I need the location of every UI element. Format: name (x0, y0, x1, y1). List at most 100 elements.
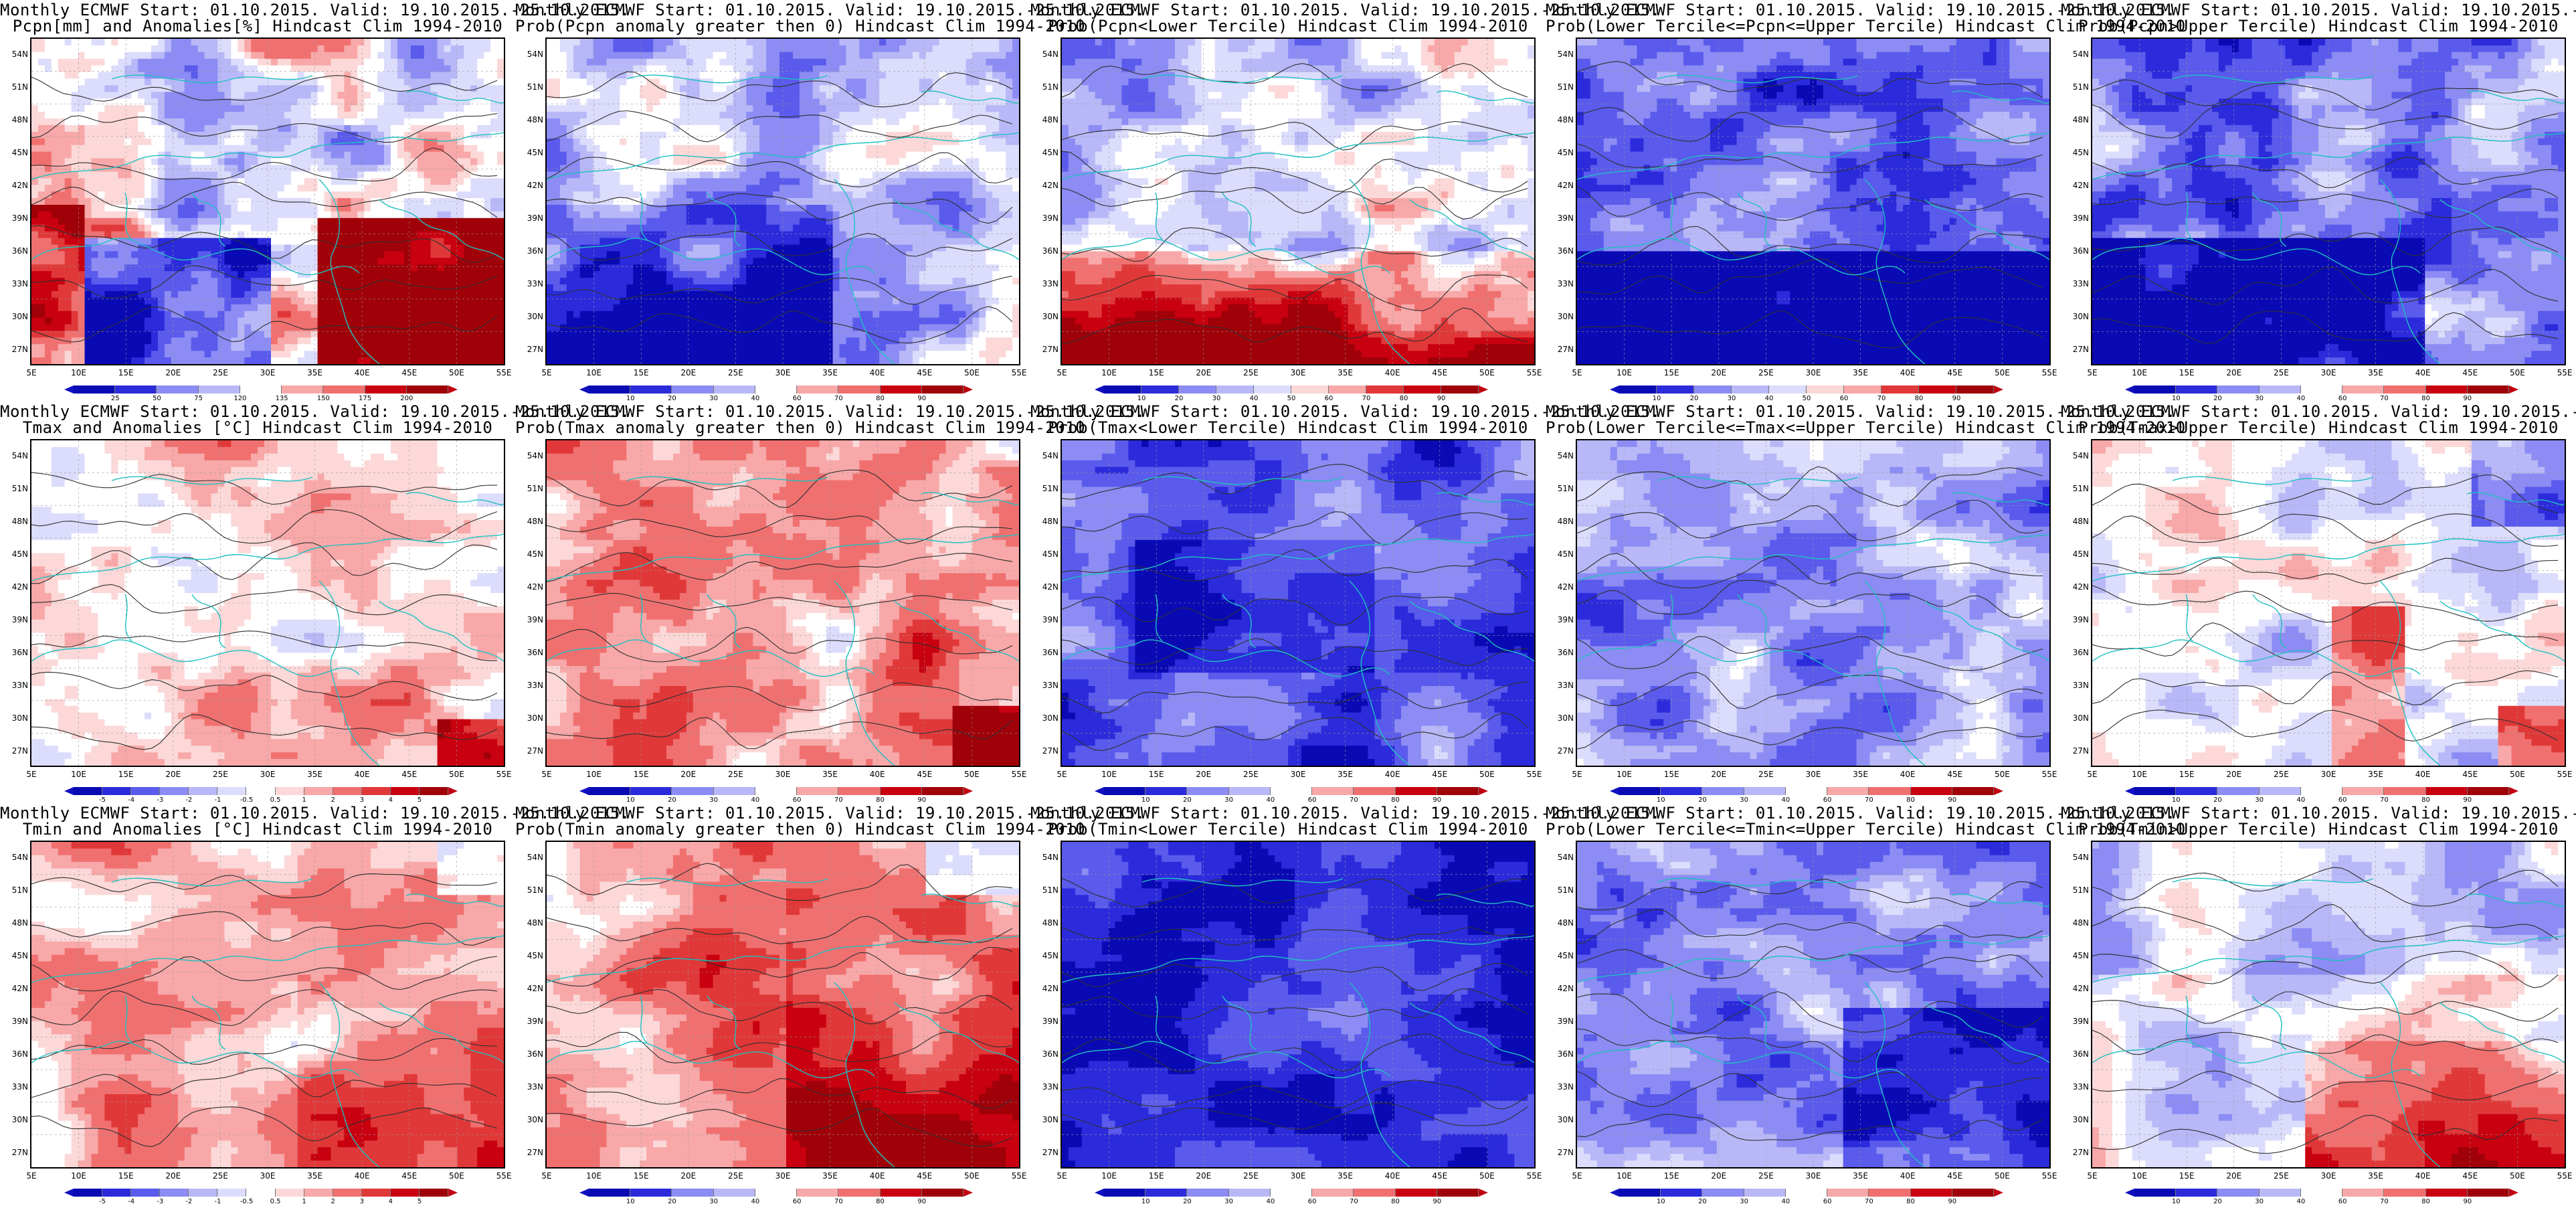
field-cell (633, 85, 640, 92)
field-cell (284, 344, 292, 351)
field-cell (431, 112, 438, 119)
field-cell (271, 325, 278, 332)
field-cell (65, 152, 72, 159)
field-cell (404, 225, 411, 232)
field-cell (111, 185, 118, 192)
field-cell (384, 171, 391, 179)
field-cell (337, 59, 345, 66)
field-cell (879, 59, 887, 66)
field-cell (231, 218, 238, 226)
field-cell (52, 171, 59, 179)
field-cell (52, 264, 59, 272)
field-cell (351, 191, 358, 199)
field-cell (607, 105, 614, 112)
field-cell (92, 225, 99, 232)
field-cell (497, 305, 504, 312)
field-cell (131, 311, 139, 319)
field-cell (298, 105, 305, 112)
field-cell (104, 185, 112, 192)
field-cell (573, 139, 581, 146)
field-cell (344, 59, 351, 66)
field-cell (377, 291, 385, 298)
field-cell (38, 125, 45, 133)
field-cell (211, 258, 219, 265)
field-cell (78, 271, 86, 278)
field-cell (377, 39, 385, 46)
field-cell (720, 52, 727, 60)
field-cell (304, 331, 312, 338)
field-cell (371, 165, 378, 172)
field-cell (939, 46, 947, 53)
field-cell (271, 331, 278, 338)
field-cell (318, 132, 325, 139)
field-cell (431, 198, 438, 205)
field-cell (431, 105, 438, 112)
field-cell (238, 59, 245, 66)
field-cell (766, 52, 773, 60)
field-cell (65, 291, 72, 298)
field-cell (131, 98, 139, 106)
field-cell (371, 171, 378, 179)
field-cell (278, 72, 285, 80)
field-cell (397, 305, 405, 312)
field-cell (759, 132, 767, 139)
field-cell (573, 165, 581, 172)
field-cell (431, 191, 438, 199)
field-cell (620, 52, 627, 60)
field-cell (178, 171, 185, 179)
forecast-map (545, 37, 1020, 365)
field-cell (138, 337, 145, 345)
field-cell (384, 145, 391, 153)
field-cell (713, 112, 721, 119)
field-cell (111, 105, 118, 112)
field-cell (138, 284, 145, 292)
field-cell (820, 59, 827, 66)
field-cell (397, 284, 405, 292)
field-cell (325, 132, 332, 139)
field-cell (397, 245, 405, 252)
field-cell (52, 318, 59, 325)
field-cell (138, 318, 145, 325)
field-cell (553, 98, 561, 106)
field-cell (337, 205, 345, 212)
field-cell (165, 132, 172, 139)
field-cell (497, 211, 504, 219)
field-cell (933, 59, 940, 66)
field-cell (78, 171, 86, 179)
field-cell (753, 105, 760, 112)
field-cell (98, 318, 105, 325)
field-cell (92, 284, 99, 292)
field-cell (118, 85, 125, 92)
field-cell (231, 232, 238, 239)
field-cell (171, 278, 178, 285)
field-cell (298, 264, 305, 272)
field-cell (211, 39, 219, 46)
field-cell (411, 39, 418, 46)
field-cell (65, 205, 72, 212)
field-cell (231, 357, 238, 364)
field-cell (291, 159, 298, 166)
field-cell (138, 271, 145, 278)
field-cell (926, 145, 933, 153)
field-cell (953, 79, 960, 86)
field-cell (251, 59, 258, 66)
field-cell (438, 165, 445, 172)
field-cell (92, 232, 99, 239)
field-cell (31, 351, 39, 358)
field-cell (52, 72, 59, 80)
field-cell (178, 357, 185, 364)
field-cell (913, 39, 920, 46)
field-cell (600, 118, 608, 126)
field-cell (899, 59, 907, 66)
field-cell (78, 92, 86, 99)
field-cell (470, 46, 478, 53)
field-cell (318, 185, 325, 192)
field-cell (331, 92, 339, 99)
field-cell (418, 52, 425, 60)
field-cell (357, 118, 365, 126)
field-cell (826, 92, 834, 99)
field-cell (278, 311, 285, 319)
field-cell (304, 344, 312, 351)
field-cell (893, 59, 900, 66)
field-cell (986, 139, 993, 146)
